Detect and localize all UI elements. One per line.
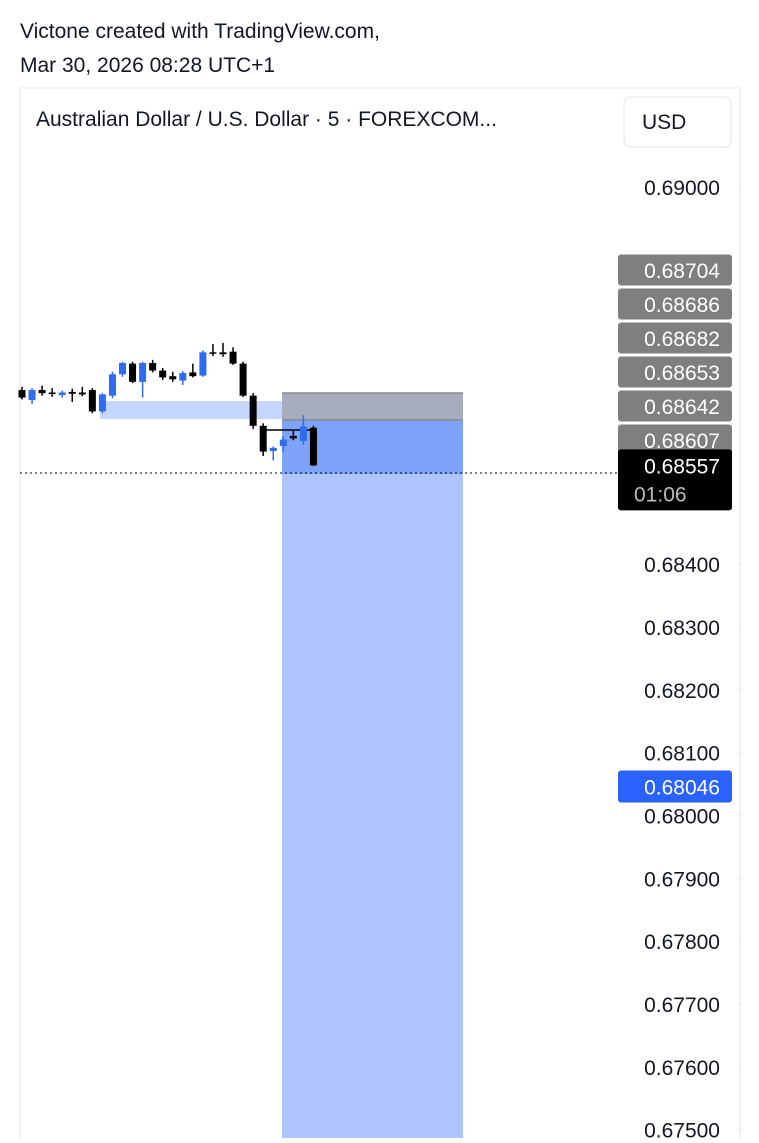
y-tick-label: 0.68100	[644, 743, 720, 766]
candle-body	[129, 363, 137, 382]
candle-body	[209, 352, 217, 354]
candle-body	[78, 392, 86, 395]
candle-body	[58, 392, 66, 396]
price-label: 0.68653	[644, 362, 720, 385]
candle-body	[38, 390, 46, 394]
candle-body	[249, 395, 257, 426]
price-label: 0.68704	[644, 260, 720, 283]
price-label: 0.68686	[644, 294, 720, 317]
price-label-box	[618, 254, 732, 286]
candle-body	[219, 352, 227, 355]
range-box	[100, 401, 282, 419]
y-tick-label: 0.69000	[644, 177, 720, 200]
y-tick-label: 0.68300	[644, 617, 720, 640]
price-label: 0.68642	[644, 396, 720, 419]
candle-body	[139, 362, 147, 382]
candle-body	[28, 390, 36, 401]
candle-body	[279, 439, 287, 446]
candles	[18, 342, 317, 467]
y-tick-label: 0.67600	[644, 1057, 720, 1080]
candle-body	[48, 392, 56, 395]
y-tick-label: 0.67700	[644, 994, 720, 1017]
candle-body	[309, 427, 317, 466]
candle-body	[98, 394, 106, 412]
candle-body	[68, 391, 76, 394]
date-line: Mar 30, 2026 08:28 UTC+1	[20, 54, 275, 77]
price-label: 0.68682	[644, 328, 720, 351]
candle-body	[18, 390, 26, 398]
candle-body	[199, 352, 207, 376]
candle-body	[88, 390, 96, 412]
candle-body	[189, 372, 197, 377]
candle-body	[149, 362, 157, 371]
y-tick-label: 0.67800	[644, 931, 720, 954]
target-label: 0.68046	[644, 777, 720, 800]
currency-button[interactable]	[623, 96, 732, 148]
price-label-box	[618, 288, 732, 320]
candle-body	[169, 376, 177, 380]
currency: USD	[642, 111, 686, 134]
candle-body	[269, 447, 277, 451]
candle-body	[259, 425, 267, 452]
price-label: 0.68607	[644, 430, 720, 453]
y-tick-label: 0.68400	[644, 554, 720, 577]
target-label-box	[618, 770, 732, 803]
candle-body	[239, 363, 247, 396]
stop-zone	[282, 393, 463, 420]
author-line: Victone created with TradingView.com,	[20, 20, 380, 43]
candle-body	[108, 374, 116, 396]
countdown: 01:06	[634, 483, 687, 506]
y-tick-label: 0.68200	[644, 680, 720, 703]
price-label-box	[618, 322, 732, 354]
candle-body	[119, 362, 126, 375]
y-tick-label: 0.67500	[644, 1120, 720, 1138]
candle-body	[229, 351, 237, 364]
candle-body	[289, 435, 297, 439]
chart-title: Australian Dollar / U.S. Dollar · 5 · FO…	[36, 108, 497, 131]
candle-body	[299, 426, 307, 441]
candle-body	[159, 370, 167, 378]
last-price: 0.68557	[644, 455, 720, 478]
price-label-box	[618, 424, 732, 456]
last-price-box	[618, 449, 732, 511]
y-tick-label: 0.68000	[644, 805, 720, 828]
candle-body	[179, 373, 187, 381]
price-label-box	[618, 356, 732, 388]
y-tick-label: 0.67900	[644, 868, 720, 891]
price-label-box	[618, 390, 732, 422]
target-zone	[282, 474, 463, 1138]
price-axis: 0.69000 0.68400 0.68300 0.68200 0.68100 0.680…	[618, 177, 740, 1143]
target-zone-near	[282, 420, 463, 474]
